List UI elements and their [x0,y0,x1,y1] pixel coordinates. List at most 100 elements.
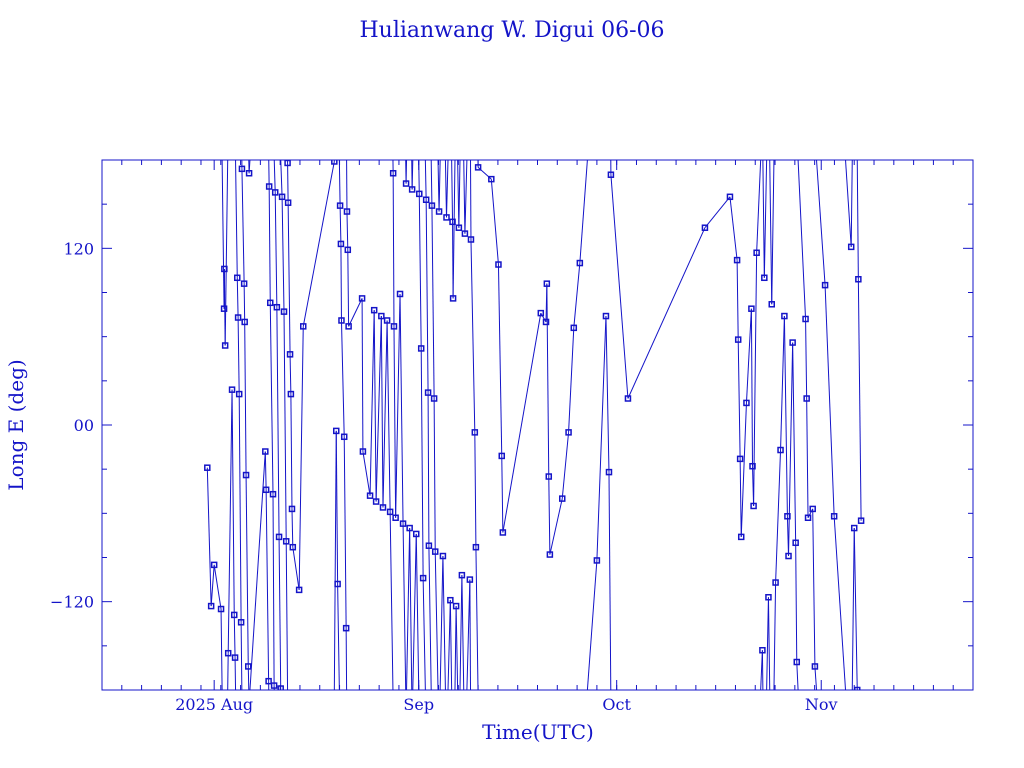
data-point [235,390,243,398]
data-point [372,498,380,505]
y-tick-label: 00 [74,416,94,435]
series-segment [340,320,345,437]
data-point [593,557,601,564]
data-point [217,605,225,613]
series-segment [244,321,247,476]
data-point [792,539,799,547]
data-point [431,548,439,555]
data-point [392,514,399,521]
data-point [474,164,482,171]
data-point [224,649,232,657]
series-segment [287,202,291,355]
data-point [408,186,416,193]
series-segment [459,575,463,690]
series-segment [833,516,847,690]
data-point [781,312,788,320]
series-segment [333,430,337,690]
series-segment [490,179,499,265]
data-point [238,165,246,173]
data-point [537,309,545,317]
series-segment [501,455,504,533]
series-segment [237,317,240,395]
data-point [736,455,744,463]
series-segment [750,308,754,467]
series-segment [745,308,752,403]
series-segment [773,582,777,690]
series-segment [298,326,304,590]
series-segment [442,556,446,690]
series-segment [274,192,278,308]
series-segment [425,199,429,393]
series-segment [265,489,270,682]
data-point [785,552,792,560]
series-segment [206,467,212,607]
data-point [267,299,274,307]
series-segment [430,160,433,206]
series-segment [439,556,444,690]
series-segment [461,575,465,690]
series-segment [627,227,706,399]
x-tick-label: 2025 Aug [175,695,253,714]
series-segment [845,160,852,247]
series-segment [573,263,581,328]
data-point [378,312,385,320]
series-segment [227,653,229,690]
x-axis-label: Time(UTC) [482,720,594,744]
series-segment [281,196,285,312]
series-segment [247,666,250,690]
series-segment [766,597,769,690]
data-point [737,533,745,541]
series-segment [856,160,859,280]
series-segment [227,389,233,654]
series-segment [795,542,798,663]
series-segment [475,547,479,690]
series-segment [431,205,435,399]
data-point [443,214,450,221]
data-point [331,160,338,165]
series-segment [264,451,267,490]
series-segment [210,564,215,607]
series-segment [418,160,420,194]
data-point [435,208,443,215]
data-point [286,351,294,358]
data-point [768,301,775,308]
data-point [565,429,572,436]
data-point [428,202,436,209]
data-point [366,492,374,499]
series-segment [807,508,814,518]
series-segment [452,160,456,299]
data-point [338,317,345,324]
series-segment [427,392,430,546]
series-segment [236,277,239,318]
series-segment [502,313,542,533]
data-point [777,446,784,454]
data-point [269,490,277,498]
series-segment [771,160,775,305]
series-segment [579,160,588,264]
series-segment [292,547,300,590]
series-segment [375,316,382,502]
series-segment [851,528,855,690]
data-point [809,505,816,513]
data-point [337,240,345,248]
series-segment [433,398,436,552]
series-segment [549,498,563,555]
series-segment [447,600,451,690]
data-point [542,318,550,326]
series-segment [451,160,454,222]
data-point [342,624,350,632]
y-tick-label: −120 [50,593,94,612]
series-segment [422,578,426,690]
data-point [543,280,551,287]
data-point [765,594,772,601]
data-point [419,574,427,582]
series-segment [235,160,238,278]
series-segment [796,662,799,690]
series-segment [249,451,266,690]
data-point [406,524,413,532]
series-segment [824,285,835,517]
data-point [220,305,228,312]
data-point [804,514,812,521]
series-segment [373,310,377,502]
